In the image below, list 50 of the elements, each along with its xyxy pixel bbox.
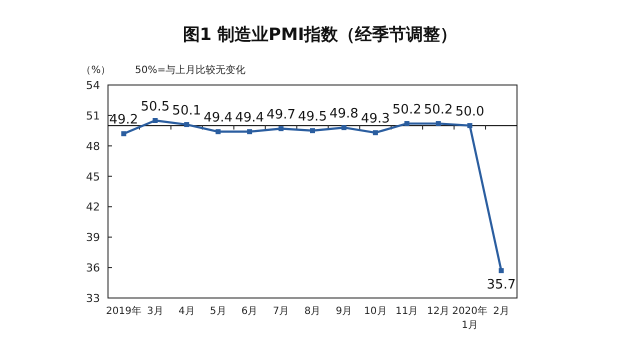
point: [467, 123, 472, 128]
x-tick-label: 5月: [210, 306, 226, 317]
text: 49.3: [360, 112, 390, 127]
y-tick-label: 51: [86, 109, 100, 122]
text: 50.0: [455, 104, 484, 120]
point: [404, 121, 410, 126]
text: 35.7: [486, 278, 516, 293]
point: [498, 268, 504, 274]
x-tick-label: 9月: [336, 306, 352, 317]
point: [184, 122, 190, 128]
y-tick-label: 45: [86, 170, 100, 184]
text: 49.7: [266, 108, 296, 123]
text: 49.8: [329, 106, 358, 122]
text: 50.5: [140, 100, 170, 114]
point: [278, 126, 284, 132]
text: 49.2: [109, 112, 138, 128]
text: 50%=与上月比较无变化: [135, 64, 246, 76]
x-tick-label: 7月: [272, 306, 290, 317]
chart-title: 图1 制造业PMI指数（经季节调整）: [182, 25, 458, 45]
y-tick-label: 48: [86, 140, 100, 153]
point: [310, 128, 315, 134]
x-tick-label: 2020年 1月: [452, 305, 488, 331]
point: [436, 121, 441, 126]
x-tick-label: 8月: [304, 306, 321, 317]
text: 49.4: [204, 110, 233, 126]
point: [372, 130, 378, 136]
text: 49.5: [298, 110, 327, 125]
point: [121, 131, 126, 136]
text: 50.1: [172, 104, 202, 119]
x-tick-label: 2月: [493, 306, 510, 317]
y-axis-title: （%）: [81, 65, 111, 76]
text: 50.2: [392, 102, 422, 118]
y-tick-label: 33: [86, 292, 100, 305]
x-tick-label: 3月: [147, 306, 164, 317]
text: 50.2: [424, 102, 453, 118]
point: [247, 129, 252, 134]
x-tick-label: 11月: [396, 306, 418, 317]
point: [152, 118, 158, 123]
x-tick-label: 2019年: [106, 305, 142, 317]
point: [341, 125, 346, 130]
y-tick-label: 39: [86, 231, 100, 244]
text: 49.4: [235, 110, 264, 126]
x-tick-label: 10月: [364, 306, 387, 317]
x-tick-label: 4月: [178, 306, 195, 317]
y-tick-label: 42: [86, 200, 100, 214]
y-tick-label: 36: [86, 262, 100, 275]
x-tick-label: 6月: [241, 306, 258, 317]
x-tick-label: 12月: [426, 306, 450, 317]
point: [216, 129, 221, 134]
y-tick-label: 54: [86, 79, 100, 92]
